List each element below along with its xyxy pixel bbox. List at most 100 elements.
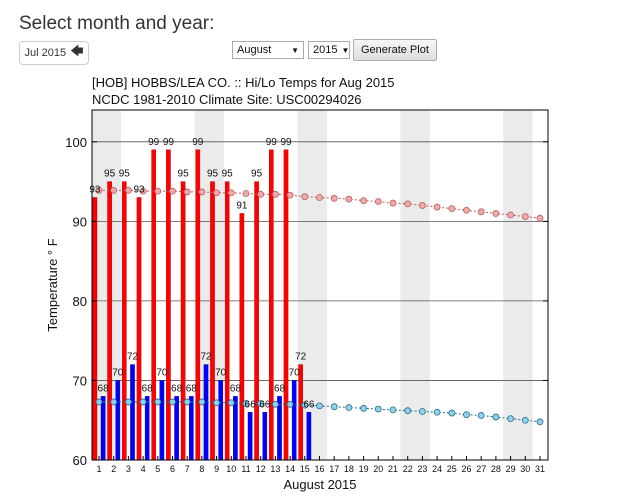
year-select[interactable]: 2015 ▼ [308, 41, 350, 59]
high-temp-label: 99 [266, 137, 278, 148]
normal-low-point [360, 404, 368, 412]
normal-low-point [536, 418, 544, 426]
normal-low-point [271, 400, 279, 408]
low-temp-bar [144, 396, 150, 461]
normal-high-point [492, 210, 500, 217]
normal-high-point [227, 189, 235, 197]
x-tick-label: 2 [111, 464, 116, 474]
x-tick-label: 22 [403, 464, 413, 474]
month-select-value: August [237, 44, 272, 56]
x-tick-label: 11 [241, 464, 250, 474]
x-tick-label: 17 [329, 464, 339, 474]
normal-low-point [154, 398, 162, 406]
x-tick-label: 5 [155, 464, 160, 474]
x-tick-label: 31 [535, 464, 545, 474]
x-tick-label: 21 [388, 464, 398, 474]
high-temp-label: 99 [192, 137, 204, 148]
high-temp-bar [298, 364, 304, 461]
high-temp-label: 72 [295, 352, 307, 363]
normal-low-point [448, 409, 456, 417]
x-tick-label: 3 [126, 464, 131, 474]
low-temp-label: 72 [127, 352, 139, 363]
normal-low-point [389, 406, 397, 414]
high-temp-label: 99 [280, 137, 292, 148]
low-temp-label: 68 [98, 383, 110, 394]
y-tick-label: 80 [73, 294, 87, 309]
low-temp-label: 72 [200, 352, 212, 363]
y-tick-label: 70 [73, 373, 87, 388]
normal-high-point [330, 194, 338, 202]
chart-title-line1: [HOB] HOBBS/LEA CO. :: Hi/Lo Temps for A… [92, 75, 395, 90]
low-temp-bar [306, 412, 312, 461]
high-temp-bar [239, 213, 245, 461]
x-tick-label: 20 [373, 464, 383, 474]
high-temp-label: 99 [148, 137, 160, 148]
arrow-left-icon: 🡄 [70, 43, 84, 58]
normal-high-point [418, 202, 426, 209]
normal-low-point [95, 398, 103, 406]
x-axis-label: August 2015 [283, 477, 356, 492]
high-temp-bar [210, 181, 215, 461]
x-tick-label: 15 [300, 464, 310, 474]
normal-low-point [124, 398, 132, 406]
normal-low-point [286, 400, 294, 408]
normal-low-point [227, 399, 235, 407]
normal-low-point [404, 407, 412, 415]
normal-high-point [345, 195, 353, 203]
low-temp-bar [188, 396, 194, 461]
high-temp-bar [107, 181, 112, 461]
x-tick-label: 24 [432, 464, 442, 474]
x-tick-label: 29 [506, 464, 516, 474]
normal-high-point [139, 187, 147, 195]
normal-low-point [139, 398, 147, 406]
x-tick-label: 27 [476, 464, 486, 474]
normal-high-point [271, 190, 279, 198]
low-temp-label: 70 [289, 367, 301, 378]
low-temp-label: 66 [303, 399, 315, 410]
previous-month-button[interactable]: Jul 2015 🡄 [19, 41, 89, 65]
y-axis-label: Temperature ° F [45, 238, 60, 331]
low-temp-label: 70 [156, 367, 168, 378]
normal-low-point [316, 402, 323, 410]
high-temp-label: 95 [222, 169, 234, 180]
normal-low-point [492, 413, 500, 421]
low-temp-bar [291, 380, 297, 461]
x-tick-label: 18 [344, 464, 354, 474]
weekend-shade [503, 110, 533, 460]
low-temp-bar [130, 364, 135, 461]
normal-high-point [183, 188, 191, 196]
normal-high-point [463, 206, 470, 214]
month-select[interactable]: August ▼ [232, 41, 304, 59]
generate-plot-button[interactable]: Generate Plot [353, 39, 437, 61]
high-temp-bar [166, 149, 171, 461]
high-temp-label: 95 [207, 169, 219, 180]
x-tick-label: 1 [96, 464, 101, 474]
normal-high-point [477, 208, 485, 216]
normal-low-point [345, 404, 353, 411]
normal-low-point [242, 400, 250, 407]
high-temp-label: 95 [178, 169, 190, 180]
low-temp-bar [247, 412, 253, 461]
x-tick-label: 16 [314, 464, 324, 474]
normal-high-point [521, 213, 529, 220]
normal-low-point [433, 408, 441, 416]
normal-low-point [198, 398, 206, 406]
normal-high-point [360, 197, 368, 205]
normal-low-point [330, 403, 338, 411]
normal-low-point [257, 400, 265, 407]
x-tick-label: 23 [417, 464, 427, 474]
x-tick-label: 8 [199, 464, 204, 474]
chevron-down-icon: ▼ [341, 45, 350, 55]
high-temp-label: 95 [104, 169, 116, 180]
normal-high-point [242, 190, 250, 197]
high-temp-label: 99 [163, 137, 175, 148]
x-tick-label: 13 [270, 464, 280, 474]
low-temp-bar [218, 380, 224, 461]
normal-high-point [536, 214, 544, 222]
high-temp-label: 95 [251, 169, 263, 180]
normal-low-point [463, 411, 470, 419]
x-tick-label: 9 [214, 464, 219, 474]
normal-high-point [95, 186, 103, 194]
low-temp-bar [233, 396, 238, 461]
